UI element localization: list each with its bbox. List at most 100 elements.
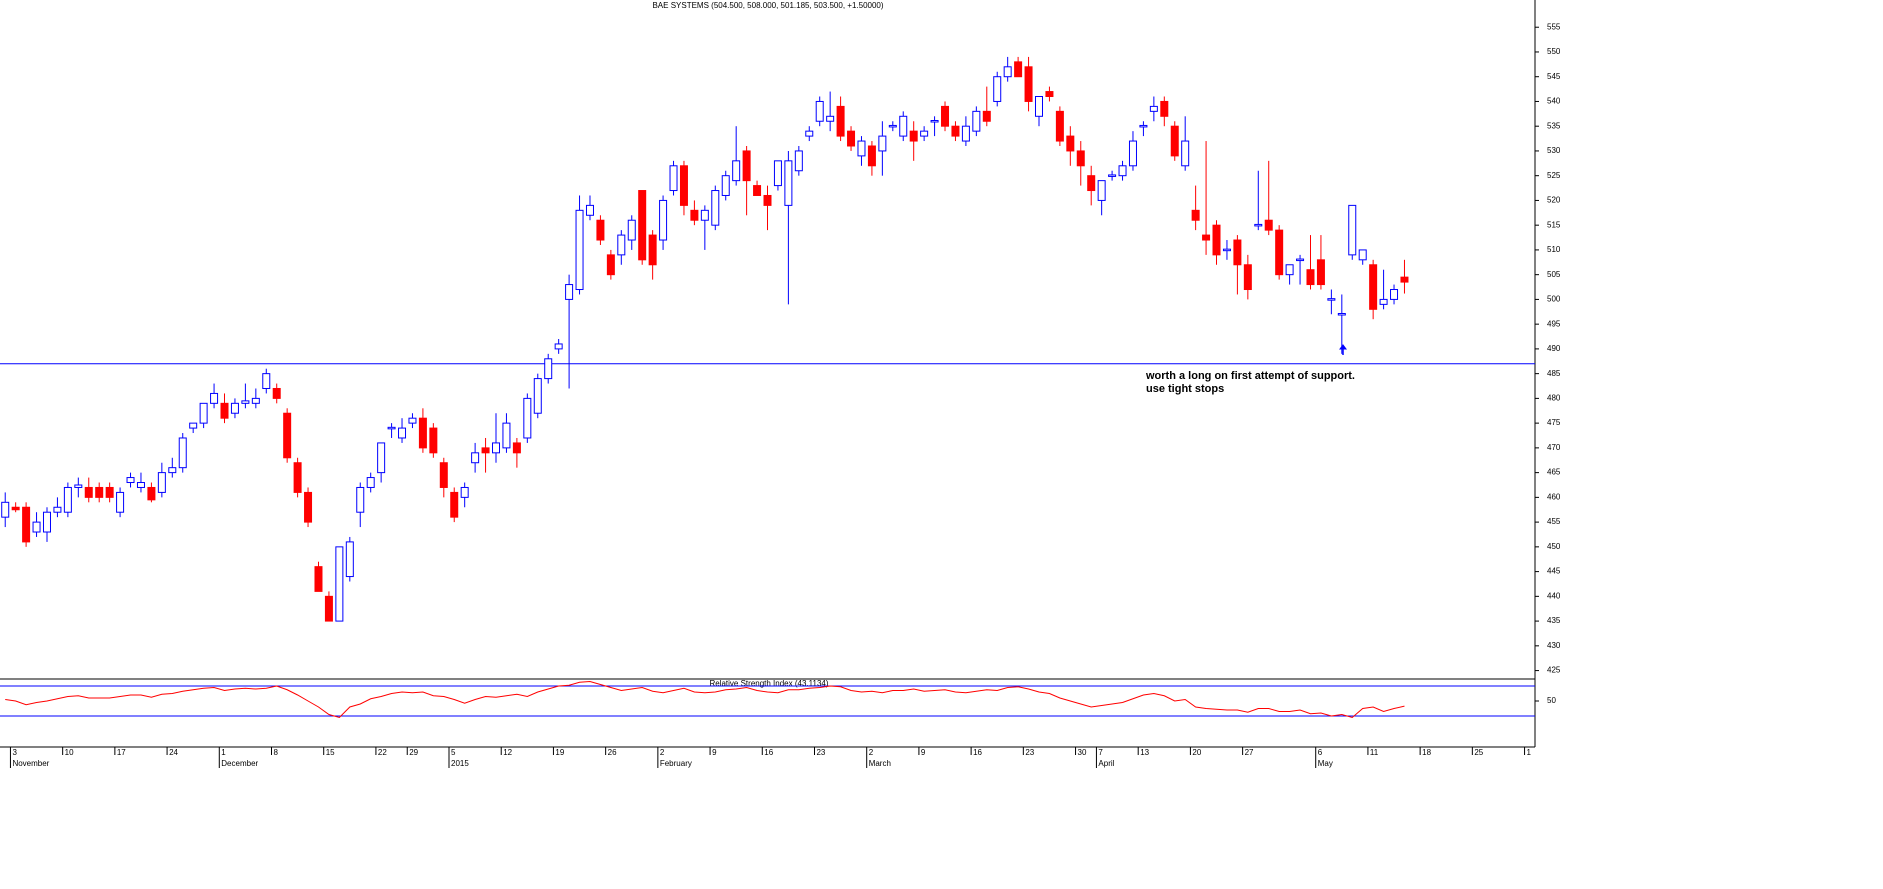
candle-body (324, 595, 333, 622)
candle-body (241, 400, 250, 404)
candle-body (606, 254, 615, 276)
x-tick-label: 9 (921, 748, 926, 757)
candle-body (899, 115, 908, 137)
annotation: use tight stops (1146, 383, 1224, 395)
y-tick-label: 465 (1547, 468, 1561, 477)
candle-body (648, 234, 657, 266)
x-tick-label: 2 (660, 748, 665, 757)
candle-body (147, 486, 156, 501)
candle-body (1139, 124, 1148, 128)
candle-body (544, 358, 553, 380)
candle-body (502, 422, 511, 449)
candle-body (199, 402, 208, 424)
x-tick-label: 23 (1025, 748, 1034, 757)
month-label: May (1318, 759, 1333, 768)
candle-body (920, 130, 929, 137)
rsi-line (5, 680, 1405, 719)
y-tick-label: 525 (1547, 171, 1561, 180)
candle-body (1149, 105, 1158, 112)
candle-body (826, 115, 835, 122)
candle-body (909, 130, 918, 142)
x-tick-label: 11 (1370, 748, 1379, 757)
candle-body (450, 491, 459, 518)
candle-body (993, 76, 1002, 102)
x-tick-label: 15 (326, 748, 335, 757)
candle-body (659, 199, 668, 241)
x-tick-label: 19 (555, 748, 564, 757)
x-tick-label: 24 (169, 748, 178, 757)
candle-body (1400, 276, 1409, 283)
x-tick-label: 2 (869, 748, 874, 757)
candle-body (1055, 110, 1064, 142)
candle-body (377, 442, 386, 474)
y-tick-label: 430 (1547, 641, 1561, 650)
y-tick-label: 480 (1547, 393, 1561, 402)
candle-body (763, 194, 772, 206)
x-tick-label: 9 (712, 748, 717, 757)
candle-body (627, 219, 636, 241)
candle-body (1, 501, 10, 518)
x-tick-label: 3 (12, 748, 17, 757)
candle-body (1181, 140, 1190, 167)
candle-body (1243, 264, 1252, 291)
candle-body (700, 209, 709, 221)
candle-body (11, 506, 20, 511)
candle-body (460, 486, 469, 498)
y-tick-label: 515 (1547, 220, 1561, 229)
y-tick-label: 535 (1547, 121, 1561, 130)
candle-body (982, 110, 991, 122)
candle-body (335, 546, 344, 622)
x-tick-label: 16 (764, 748, 773, 757)
candle-body (1034, 96, 1043, 117)
candle-body (617, 234, 626, 256)
candle-body (1108, 174, 1117, 177)
candle-body (1369, 264, 1378, 310)
x-tick-label: 29 (409, 748, 418, 757)
candle-body (972, 110, 981, 132)
candle-body (533, 378, 542, 414)
candle-body (1379, 298, 1388, 305)
x-tick-label: 10 (65, 748, 74, 757)
candle-body (1316, 259, 1325, 286)
candle-body (42, 511, 51, 533)
candle-body (930, 119, 939, 123)
candle-body (136, 482, 145, 488)
candle-body (84, 486, 93, 498)
candle-body (1390, 289, 1399, 300)
candle-body (836, 105, 845, 137)
y-tick-label: 490 (1547, 344, 1561, 353)
candle-body (732, 160, 741, 182)
candle-body (1087, 175, 1096, 192)
candle-body (1024, 66, 1033, 102)
candle-body (1306, 269, 1315, 286)
candle-body (283, 412, 292, 459)
annotation: worth a long on first attempt of support… (1145, 370, 1355, 382)
x-tick-label: 22 (378, 748, 387, 757)
y-tick-label: 520 (1547, 196, 1561, 205)
candle-body (210, 392, 219, 404)
month-label: December (221, 759, 258, 768)
y-tick-label: 540 (1547, 97, 1561, 106)
candle-body (1191, 209, 1200, 221)
month-label: February (660, 759, 692, 768)
y-tick-label: 470 (1547, 443, 1561, 452)
x-tick-label: 17 (117, 748, 126, 757)
candle-body (293, 462, 302, 493)
candle-body (951, 125, 960, 137)
candle-body (220, 402, 229, 419)
y-tick-label: 425 (1547, 666, 1561, 675)
candle-body (847, 130, 856, 147)
candle-body (387, 426, 396, 430)
candle-body (356, 486, 365, 513)
y-tick-label: 530 (1547, 146, 1561, 155)
candle-body (669, 165, 678, 192)
candle-body (742, 150, 751, 182)
y-tick-label: 435 (1547, 616, 1561, 625)
candle-body (575, 209, 584, 291)
rsi-y-tick-label: 50 (1547, 696, 1556, 705)
candle-body (304, 491, 313, 523)
candle-body (32, 521, 41, 533)
candle-body (251, 397, 260, 404)
candle-body (1128, 140, 1137, 167)
